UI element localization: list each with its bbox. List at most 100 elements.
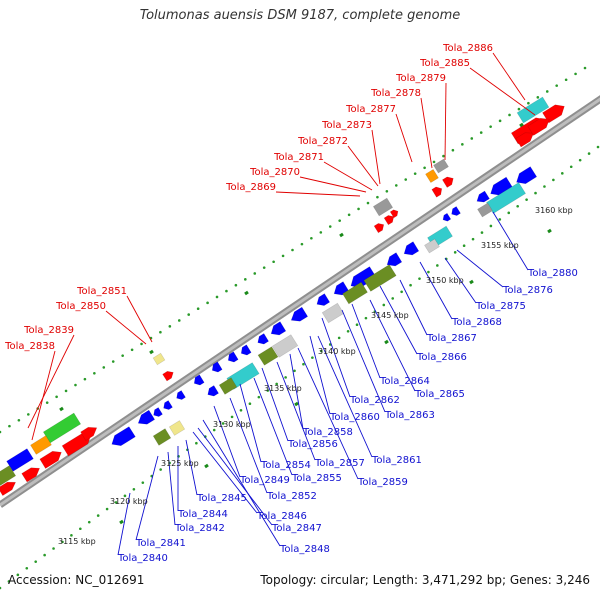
outer-ring-dot	[328, 225, 332, 228]
label-leader	[492, 52, 526, 101]
reverse-gene-label: Tola_2848	[279, 544, 330, 555]
outer-ring-dot	[413, 172, 417, 175]
reverse-gene-label: Tola_2876	[502, 285, 553, 296]
gene-feature	[80, 426, 98, 441]
inner-ring-dot	[266, 389, 270, 392]
label-leader	[347, 145, 379, 187]
outer-ring-dot	[17, 418, 21, 422]
inner-ring-dot	[34, 560, 38, 563]
inner-ring-dot	[87, 520, 91, 524]
gene-feature	[163, 400, 173, 410]
inner-ring-dot	[52, 547, 55, 550]
gene-feature	[441, 176, 454, 188]
label-leader	[469, 67, 536, 116]
inner-ring-dot	[489, 224, 493, 228]
gene-feature	[207, 385, 220, 397]
outer-ring-dot	[55, 395, 58, 399]
outer-ring-dot	[394, 184, 398, 187]
feature-tracks	[0, 96, 565, 497]
label-leader	[229, 397, 268, 494]
label-leader	[444, 82, 447, 161]
reverse-gene-label: Tola_2880	[527, 268, 578, 279]
outer-ring-dot	[168, 325, 172, 328]
inner-ring-dot	[0, 586, 2, 590]
label-leader	[456, 249, 504, 288]
gene-feature	[21, 467, 41, 483]
label-leader	[297, 347, 359, 480]
label-leader	[31, 350, 56, 441]
outer-ring-dot	[527, 101, 530, 105]
outer-ring-dot	[64, 389, 68, 393]
kbp-tick-label: 3125 kbp	[161, 459, 199, 468]
outer-ring-dot	[479, 131, 483, 134]
kbp-tick-label: 3160 kbp	[535, 206, 573, 215]
gene-feature	[0, 481, 17, 497]
label-leader	[105, 310, 147, 345]
inner-ring-dot	[230, 415, 234, 419]
outer-ring-dot	[423, 166, 426, 170]
outer-ring-tick	[149, 349, 154, 355]
gene-feature	[39, 450, 62, 469]
outer-ring-dot	[111, 360, 115, 363]
reverse-gene-label: Tola_2855	[291, 473, 342, 484]
inner-ring-tick	[469, 279, 474, 285]
outer-ring-dot	[8, 424, 11, 428]
inner-ring-dot	[105, 507, 109, 511]
label-leader	[299, 176, 367, 193]
forward-gene-label: Tola_2838	[4, 341, 55, 352]
outer-ring-dot	[319, 231, 323, 234]
label-leader	[444, 257, 477, 304]
inner-ring-dot	[516, 204, 519, 208]
inner-ring-dot	[409, 283, 412, 287]
label-leader	[395, 113, 413, 163]
inner-ring-dot	[560, 172, 564, 175]
label-leader	[253, 377, 293, 476]
gene-feature	[30, 435, 52, 455]
label-leader	[351, 303, 381, 379]
inner-ring-dot	[480, 231, 484, 234]
inner-ring-dot	[587, 152, 591, 155]
gene-feature	[333, 281, 350, 296]
label-leader	[126, 295, 153, 343]
gene-feature	[373, 223, 385, 234]
inner-ring-dot	[212, 428, 216, 432]
outer-ring-dot	[121, 354, 124, 357]
outer-ring-dot	[177, 319, 181, 322]
inner-ring-dot	[132, 487, 136, 491]
reverse-gene-label: Tola_2849	[239, 475, 290, 486]
inner-ring-dot	[578, 158, 582, 162]
outer-ring-dot	[253, 272, 257, 275]
inner-ring-dot	[239, 408, 243, 412]
outer-ring-dot	[404, 178, 408, 181]
gene-feature	[152, 428, 172, 446]
inner-ring-dot	[293, 369, 296, 373]
gene-feature	[257, 333, 270, 345]
outer-ring-dot	[281, 254, 285, 258]
reverse-gene-label: Tola_2864	[379, 376, 430, 387]
inner-ring-dot	[427, 270, 430, 274]
outer-ring-dot	[140, 342, 143, 346]
outer-ring-dot	[27, 413, 30, 416]
gene-feature	[211, 361, 223, 373]
outer-ring-dot	[45, 401, 49, 404]
inner-ring-dot	[525, 198, 528, 201]
reverse-gene-label: Tola_2865	[414, 389, 465, 400]
outer-ring-dot	[215, 295, 219, 299]
outer-ring-tick	[339, 232, 344, 238]
reverse-gene-label: Tola_2859	[357, 477, 408, 488]
outer-ring-tick	[59, 406, 64, 412]
label-leader	[289, 353, 304, 430]
label-leaders	[27, 52, 536, 556]
label-leader	[379, 285, 418, 355]
forward-gene-label: Tola_2869	[225, 182, 276, 193]
backbone-highlight	[0, 97, 600, 507]
inner-ring-dot	[337, 336, 341, 340]
map-title: Tolumonas auensis DSM 9187, complete gen…	[139, 8, 461, 23]
outer-ring-dot	[244, 278, 247, 281]
gene-feature	[176, 390, 186, 400]
outer-ring-dot	[300, 242, 304, 246]
gene-feature	[527, 117, 550, 136]
reverse-gene-label: Tola_2846	[256, 511, 307, 522]
gene-feature	[316, 293, 331, 306]
